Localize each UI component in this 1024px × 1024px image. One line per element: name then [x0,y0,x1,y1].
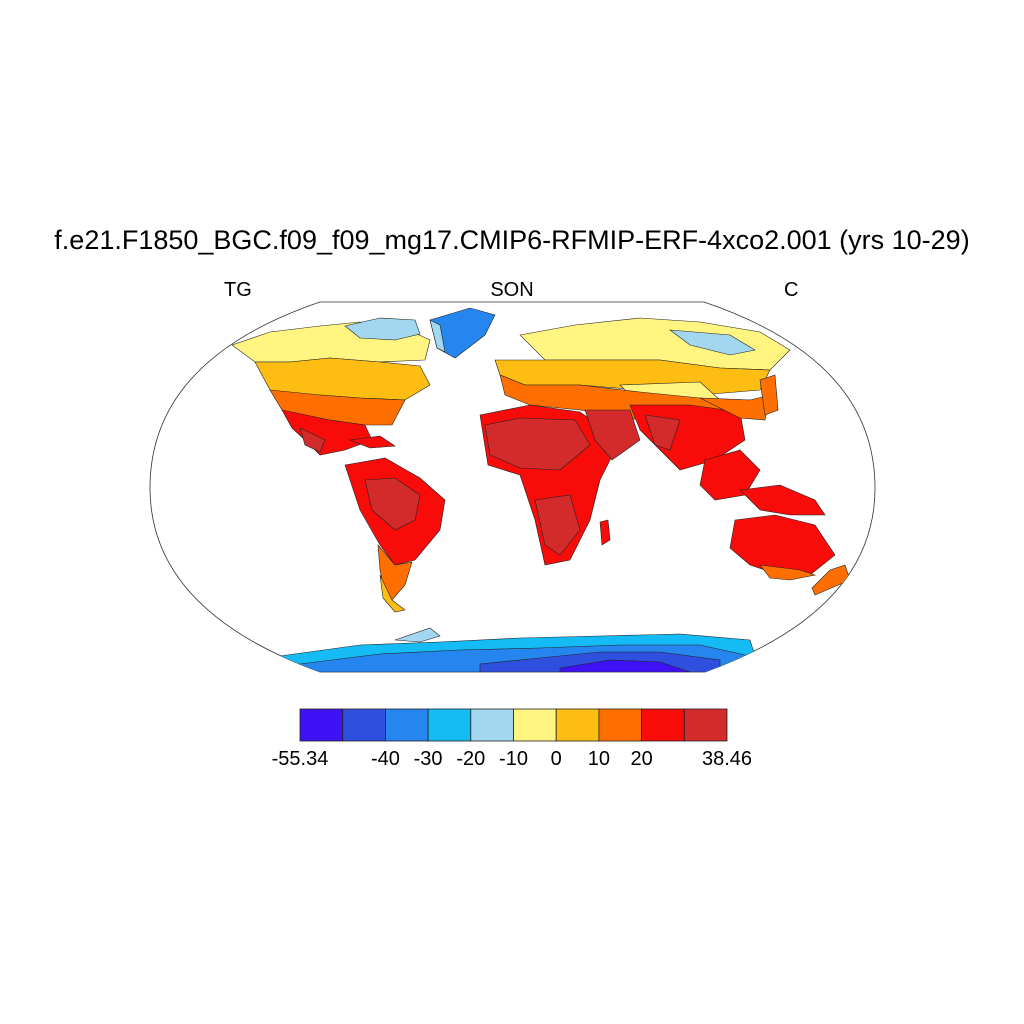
colorbar-tick-label: 0 [550,748,562,770]
colorbar-tick-label: -40 [370,748,400,770]
japan [759,374,779,416]
colorbar-swatch [641,708,685,742]
colorbar-tick-label: 38.46 [701,748,753,770]
new-zealand [811,564,851,596]
units-label: C [784,279,799,301]
antarctica-core [559,659,691,672]
central-america [281,409,373,456]
colorbar-swatch [470,708,514,742]
colorbar-tick-label: -55.34 [271,748,329,770]
patagonia [379,574,406,613]
south-america-core [364,477,421,531]
indonesia [739,484,826,516]
antarctic-peninsula [394,627,441,643]
colorbar-tick-label: 20 [630,748,653,770]
sahara [484,417,591,471]
map-title: f.e21.F1850_BGC.f09_f09_mg17.CMIP6-RFMIP… [54,225,970,255]
india [644,414,681,451]
colorbar-tick-label: -30 [413,748,443,770]
colorbar [299,708,728,742]
colorbar-swatch [299,708,344,742]
siberia-cold [668,329,756,356]
colorbar-tick-label: 10 [587,748,611,770]
colorbar-swatch [342,708,386,742]
colorbar-swatch [513,708,557,742]
colorbar-swatch [427,708,472,742]
madagascar [599,519,611,546]
variable-label: TG [224,279,252,301]
south-america-south [377,544,413,601]
season-label: SON [490,279,534,301]
australia-south [759,564,817,581]
south-africa [534,494,581,556]
mexico-hot [299,427,326,453]
colorbar-tick-label: -10 [499,748,528,770]
colorbar-swatch [598,708,643,742]
colorbar-swatch [555,708,600,742]
colorbar-swatch [384,708,429,742]
canadian-archipelago [344,317,421,341]
greenland-edge [429,319,446,353]
arabia [584,409,641,461]
colorbar-swatch [683,708,728,742]
colorbar-tick-label: -20 [456,748,486,770]
caribbean [348,435,396,449]
